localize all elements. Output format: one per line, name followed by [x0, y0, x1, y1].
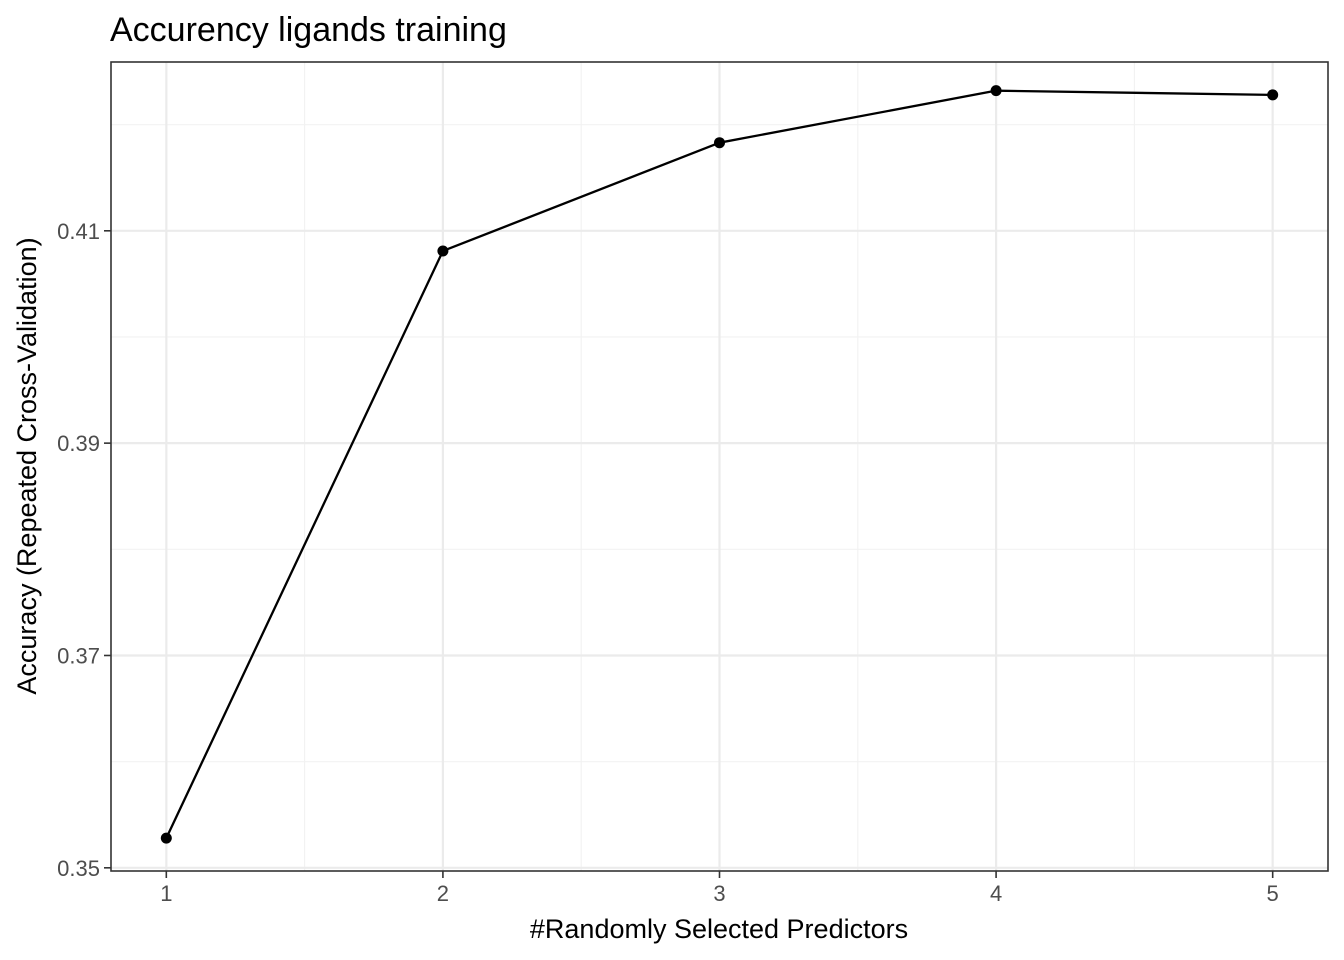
- grid-major: [111, 62, 1328, 871]
- data-point: [714, 137, 725, 149]
- y-tick-label: 0.39: [57, 431, 100, 456]
- x-tick-label: 5: [1267, 881, 1279, 906]
- data-point: [990, 85, 1002, 97]
- y-axis-title: Accuracy (Repeated Cross-Validation): [12, 237, 42, 694]
- x-axis-ticks: 1 2 3 4 5: [160, 871, 1279, 906]
- x-tick-label: 1: [160, 881, 172, 906]
- x-axis-title: #Randomly Selected Predictors: [530, 914, 908, 944]
- data-point: [437, 245, 449, 257]
- y-tick-label: 0.37: [57, 643, 100, 668]
- x-tick-label: 4: [990, 881, 1002, 906]
- x-tick-label: 3: [713, 881, 725, 906]
- data-point: [160, 832, 172, 844]
- y-tick-label: 0.41: [57, 219, 100, 244]
- y-tick-label: 0.35: [57, 856, 100, 881]
- chart-title: Accurency ligands training: [110, 11, 507, 49]
- data-points: [160, 85, 1279, 844]
- x-tick-label: 2: [437, 881, 449, 906]
- data-point: [1267, 89, 1279, 101]
- y-axis-ticks: 0.35 0.37 0.39 0.41: [57, 219, 111, 881]
